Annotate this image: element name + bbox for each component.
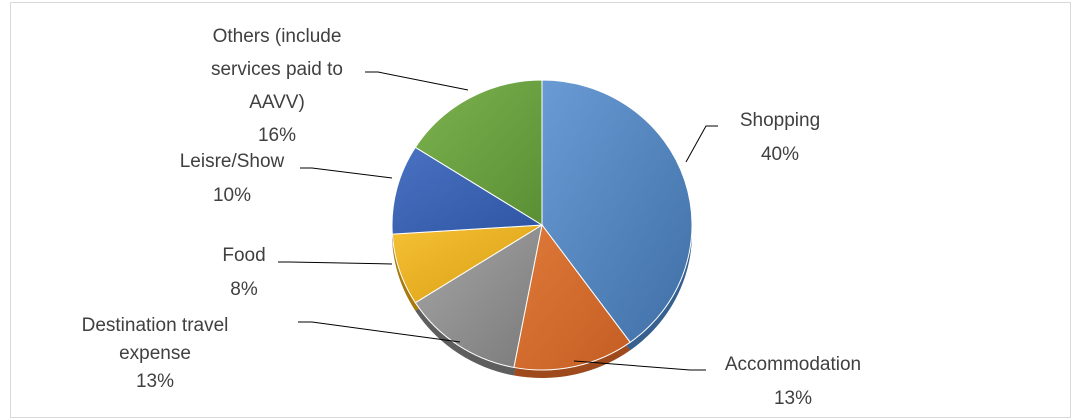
data-label-percent: 8% [230, 279, 258, 300]
leader-lines [278, 71, 718, 371]
data-label-category: Others (include [213, 26, 342, 47]
data-label-category: expense [119, 343, 191, 364]
leader-line [685, 125, 718, 163]
data-labels: Shopping 40% Accommodation 13% Destination t… [82, 26, 862, 409]
data-label-category: Accommodation [725, 354, 861, 375]
data-label-category: services paid to [211, 59, 343, 80]
data-label-category: AAVV) [249, 92, 305, 113]
data-label-category: Leisre/Show [180, 151, 285, 172]
data-label-percent: 10% [213, 185, 251, 206]
leader-line [298, 321, 461, 343]
pie-slice-shopping[interactable] [541, 79, 693, 343]
data-label-category: Shopping [740, 110, 820, 131]
leader-line [278, 261, 393, 265]
leader-line [365, 71, 469, 91]
pie-slice-others-include-services-paid-to-aavv[interactable] [414, 79, 543, 226]
pie-slice-destination-travel-expense[interactable] [414, 223, 543, 369]
data-label-percent: 13% [136, 371, 174, 392]
data-label-percent: 16% [258, 125, 296, 146]
data-label-percent: 13% [774, 388, 812, 409]
leader-line [573, 360, 706, 371]
pie-slices [391, 79, 693, 371]
data-label-percent: 40% [761, 144, 799, 165]
pie-slice-accommodation[interactable] [513, 223, 631, 371]
data-label-category: Destination travel [82, 315, 229, 336]
pie-slice-leisre-show[interactable] [391, 146, 544, 235]
leader-line [300, 167, 393, 179]
data-label-category: Food [222, 245, 265, 266]
